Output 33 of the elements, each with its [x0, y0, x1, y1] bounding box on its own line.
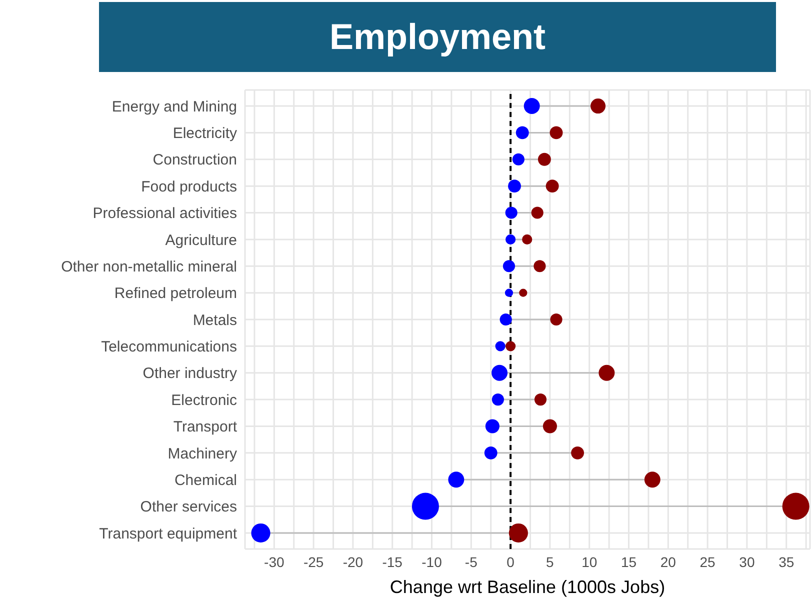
x-tick-label: -20	[342, 554, 364, 570]
x-tick-label: -25	[303, 554, 324, 570]
y-tick-label: Other non-metallic mineral	[61, 258, 237, 276]
x-tick-label: 25	[700, 554, 716, 570]
y-tick-label: Machinery	[168, 445, 238, 462]
x-tick-label: -15	[382, 554, 403, 570]
y-tick-label: Transport equipment	[99, 525, 238, 542]
chart-title: Employment	[99, 2, 776, 72]
y-tick-label: Food products	[141, 178, 237, 196]
x-tick-label: 35	[778, 554, 794, 570]
y-tick-label: Transport	[173, 418, 238, 436]
y-tick-label: Other industry	[142, 365, 238, 382]
y-tick-label: Chemical	[174, 472, 237, 489]
x-tick-label: -30	[264, 554, 284, 570]
x-tick-label: -10	[422, 554, 442, 570]
y-tick-label: Other services	[140, 498, 237, 516]
x-tick-label: 30	[739, 554, 755, 570]
y-tick-label: Professional activities	[92, 205, 237, 222]
x-tick-label: 15	[620, 554, 637, 570]
x-tick-label: 0	[506, 554, 515, 570]
x-tick-label: 5	[546, 554, 554, 570]
x-axis-title: Change wrt Baseline (1000s Jobs)	[390, 577, 666, 597]
y-tick-label: Construction	[152, 152, 237, 169]
x-tick-label: 10	[582, 554, 598, 570]
x-tick-label: -5	[464, 554, 478, 570]
y-tick-label: Agriculture	[165, 232, 237, 249]
y-tick-label: Energy and Mining	[112, 98, 237, 116]
y-tick-label: Refined petroleum	[114, 285, 237, 302]
y-tick-label: Telecommunications	[101, 338, 237, 356]
y-tick-label: Electricity	[172, 125, 238, 142]
x-tick-label: 20	[660, 554, 676, 570]
y-tick-label: Electronic	[171, 392, 238, 409]
y-tick-label: Metals	[192, 312, 237, 329]
